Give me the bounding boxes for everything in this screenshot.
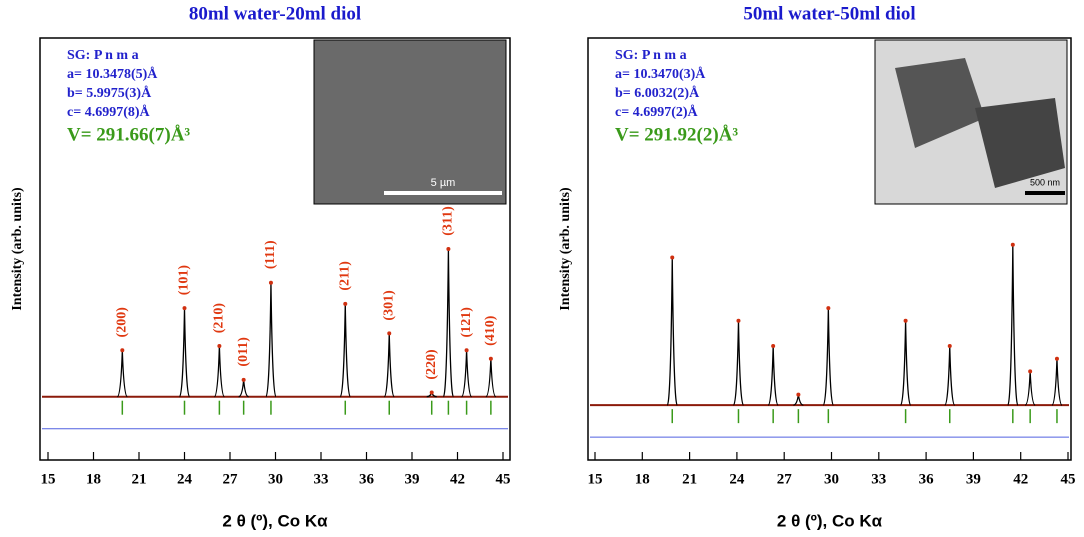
peak-top: [429, 390, 434, 395]
inset-image: [313, 39, 507, 205]
x-axis-label: 2 θ (º), Co Kα: [222, 511, 328, 530]
peak-label: (410): [483, 315, 498, 346]
annotation: SG: P n m a: [67, 48, 139, 63]
x-tick-label: 27: [223, 471, 239, 487]
peak-top: [947, 344, 952, 349]
x-tick-label: 18: [635, 471, 650, 487]
peak: [1007, 244, 1019, 406]
inset-particle: [975, 98, 1065, 188]
x-tick-label: 45: [1061, 471, 1076, 487]
peak-label: (301): [381, 290, 396, 321]
y-axis-label: Intensity (arb. units): [558, 187, 573, 311]
annotation: a= 10.3478(5)Å: [67, 66, 158, 82]
peak: [383, 333, 395, 398]
y-axis-label: Intensity (arb. units): [10, 187, 25, 311]
x-tick-label: 18: [86, 471, 101, 487]
x-tick-label: 30: [268, 471, 283, 487]
peak-top: [241, 377, 246, 382]
peak: [666, 257, 678, 406]
chart-title: 80ml water-20ml diol: [189, 3, 361, 24]
peak: [265, 282, 277, 398]
scale-label: 5 µm: [431, 177, 456, 189]
x-tick-label: 36: [919, 471, 935, 487]
peak: [339, 303, 351, 398]
peak: [899, 320, 912, 406]
x-tick-label: 45: [496, 471, 511, 487]
peak-top: [446, 247, 451, 251]
peak-top: [670, 255, 675, 260]
peak-top: [1028, 369, 1033, 374]
x-tick-label: 39: [966, 471, 981, 487]
peak-top: [120, 348, 125, 353]
x-tick-label: 33: [314, 471, 329, 487]
x-tick-label: 42: [1013, 471, 1028, 487]
inset-particle: [895, 58, 985, 148]
annotation: b= 6.0032(2)Å: [615, 85, 700, 101]
x-tick-label: 30: [824, 471, 839, 487]
peak: [442, 248, 455, 398]
x-tick-label: 33: [871, 471, 886, 487]
peak-top: [387, 331, 392, 336]
chart-title: 50ml water-50ml diol: [743, 3, 915, 24]
peak-top: [736, 318, 741, 323]
peak-top: [268, 280, 273, 285]
peak: [732, 320, 745, 406]
scale-label: 500 nm: [1030, 177, 1060, 187]
annotation: c= 4.6997(8)Å: [67, 104, 151, 120]
peak-label: (121): [459, 307, 474, 338]
x-tick-label: 36: [359, 471, 375, 487]
peak: [767, 346, 779, 406]
peak-top: [217, 344, 222, 349]
peak: [485, 358, 497, 398]
peak-label: (200): [115, 307, 130, 338]
peak-top: [1010, 242, 1015, 247]
volume: V= 291.92(2)Å³: [615, 124, 738, 145]
peak-top: [903, 318, 908, 323]
x-tick-label: 39: [405, 471, 420, 487]
x-tick-label: 21: [132, 471, 147, 487]
peak: [238, 379, 249, 398]
peak: [213, 346, 226, 398]
peak: [944, 346, 956, 406]
x-axis-label: 2 θ (º), Co Kα: [777, 511, 883, 530]
peak-label: (101): [177, 265, 192, 296]
annotation: SG: P n m a: [615, 48, 687, 63]
annotation: c= 4.6997(2)Å: [615, 104, 699, 120]
peak-label: (211): [337, 261, 352, 291]
annotation: b= 5.9975(3)Å: [67, 85, 152, 101]
peak-label: (220): [424, 349, 439, 380]
peak-top: [343, 301, 348, 306]
peak-top: [796, 392, 801, 397]
x-tick-label: 24: [177, 471, 193, 487]
peak-top: [1054, 356, 1059, 361]
peak: [1024, 371, 1036, 406]
x-tick-label: 24: [729, 471, 745, 487]
x-tick-label: 21: [682, 471, 697, 487]
peak: [460, 350, 473, 398]
peak-label: (311): [441, 206, 456, 236]
peak-label: (111): [263, 240, 278, 269]
peak-top: [826, 306, 831, 311]
peak-top: [771, 344, 776, 349]
peak-top: [464, 348, 469, 353]
x-tick-label: 15: [41, 471, 56, 487]
x-tick-label: 27: [777, 471, 793, 487]
peak-top: [182, 306, 187, 311]
annotation: a= 10.3470(3)Å: [615, 66, 706, 82]
peak: [1051, 358, 1063, 406]
x-tick-label: 42: [450, 471, 465, 487]
plot-frame: [587, 37, 1072, 461]
volume: V= 291.66(7)Å³: [67, 124, 190, 145]
peak-label: (210): [212, 303, 227, 334]
peak: [178, 308, 191, 398]
peak: [822, 308, 834, 406]
peak-label: (011): [236, 337, 251, 367]
peak: [116, 350, 128, 398]
peak-top: [488, 356, 493, 361]
x-tick-label: 15: [588, 471, 603, 487]
